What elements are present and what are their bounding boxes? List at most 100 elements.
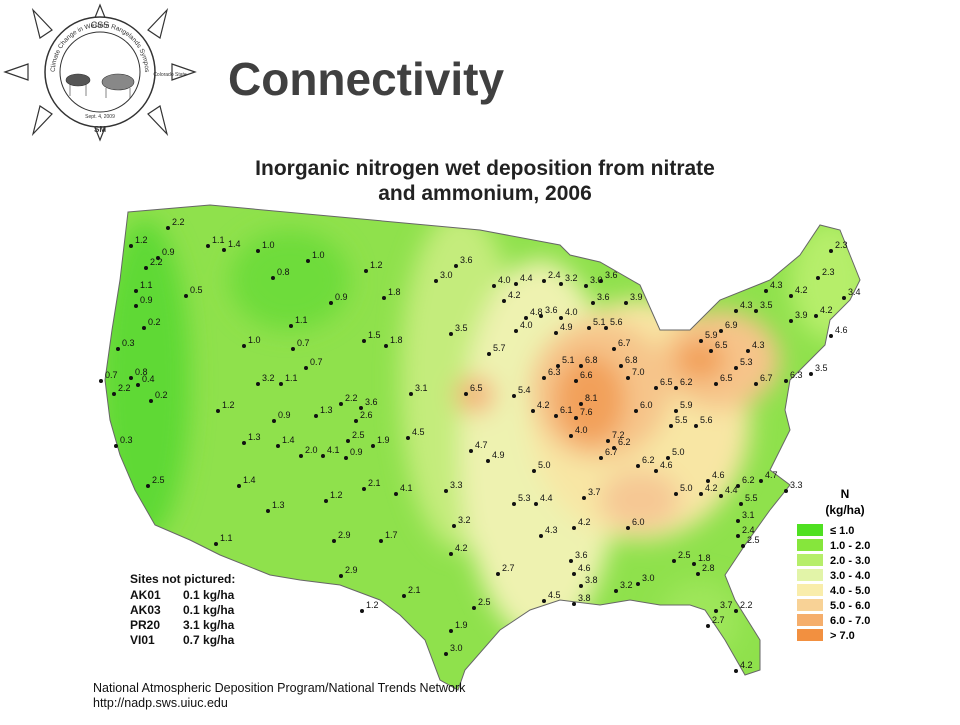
site-cell: AK03 bbox=[130, 603, 161, 617]
station-label: 1.8 bbox=[388, 287, 401, 297]
station-dot bbox=[512, 394, 516, 398]
station-label: 2.5 bbox=[747, 535, 760, 545]
station-label: 0.7 bbox=[105, 370, 118, 380]
station-dot bbox=[746, 349, 750, 353]
station-label: 1.1 bbox=[212, 235, 225, 245]
station-label: 1.2 bbox=[135, 235, 148, 245]
legend-unit: (kg/ha) bbox=[825, 503, 864, 517]
station-dot bbox=[409, 392, 413, 396]
station-dot bbox=[829, 249, 833, 253]
station-dot bbox=[306, 259, 310, 263]
station-dot bbox=[789, 294, 793, 298]
station-label: 3.0 bbox=[642, 573, 655, 583]
station-dot bbox=[706, 624, 710, 628]
station-dot bbox=[574, 416, 578, 420]
station-label: 1.0 bbox=[312, 250, 325, 260]
station-label: 4.6 bbox=[578, 563, 591, 573]
station-dot bbox=[559, 282, 563, 286]
station-label: 1.8 bbox=[390, 335, 403, 345]
station-label: 3.6 bbox=[460, 255, 473, 265]
station-dot bbox=[624, 301, 628, 305]
legend-swatch bbox=[797, 524, 823, 536]
station-dot bbox=[829, 334, 833, 338]
station-label: 4.2 bbox=[740, 660, 753, 670]
station-label: 1.1 bbox=[140, 280, 153, 290]
station-label: 2.2 bbox=[345, 393, 358, 403]
station-dot bbox=[709, 349, 713, 353]
station-dot bbox=[136, 383, 140, 387]
legend-label: 4.0 - 5.0 bbox=[830, 585, 870, 597]
legend-swatch bbox=[797, 599, 823, 611]
station-label: 4.6 bbox=[712, 470, 725, 480]
station-label: 4.4 bbox=[540, 493, 553, 503]
sites-not-pictured: Sites not pictured: AK01 0.1 kg/ha AK03 0.1… bbox=[130, 572, 235, 647]
station-label: 2.2 bbox=[172, 217, 185, 227]
station-label: 2.3 bbox=[822, 267, 835, 277]
station-label: 2.1 bbox=[368, 478, 381, 488]
station-dot bbox=[114, 444, 118, 448]
station-dot bbox=[314, 414, 318, 418]
station-label: 3.5 bbox=[815, 363, 828, 373]
station-label: 4.7 bbox=[765, 470, 778, 480]
station-label: 0.9 bbox=[278, 410, 291, 420]
station-dot bbox=[619, 364, 623, 368]
sites-header: Sites not pictured: bbox=[130, 572, 235, 586]
station-dot bbox=[714, 609, 718, 613]
station-label: 1.4 bbox=[282, 435, 295, 445]
station-dot bbox=[134, 304, 138, 308]
legend-label: 1.0 - 2.0 bbox=[830, 540, 870, 552]
station-label: 2.9 bbox=[338, 530, 351, 540]
station-label: 2.4 bbox=[742, 525, 755, 535]
station-label: 5.1 bbox=[593, 317, 606, 327]
station-label: 5.1 bbox=[562, 355, 575, 365]
station-label: 2.2 bbox=[118, 383, 131, 393]
station-dot bbox=[669, 424, 673, 428]
station-dot bbox=[556, 364, 560, 368]
station-label: 0.7 bbox=[310, 357, 323, 367]
station-dot bbox=[339, 402, 343, 406]
station-dot bbox=[606, 439, 610, 443]
station-dot bbox=[242, 344, 246, 348]
station-label: 7.0 bbox=[632, 367, 645, 377]
station-label: 4.0 bbox=[565, 307, 578, 317]
station-label: 5.3 bbox=[740, 357, 753, 367]
station-dot bbox=[324, 499, 328, 503]
station-dot bbox=[572, 526, 576, 530]
station-dot bbox=[654, 469, 658, 473]
station-dot bbox=[444, 489, 448, 493]
station-dot bbox=[444, 652, 448, 656]
station-dot bbox=[449, 332, 453, 336]
station-dot bbox=[362, 339, 366, 343]
station-label: 3.1 bbox=[742, 510, 755, 520]
station-label: 5.9 bbox=[680, 400, 693, 410]
station-label: 2.1 bbox=[408, 585, 421, 595]
station-label: 1.2 bbox=[222, 400, 235, 410]
station-label: 4.2 bbox=[795, 285, 808, 295]
station-dot bbox=[166, 226, 170, 230]
station-label: 4.2 bbox=[455, 543, 468, 553]
station-dot bbox=[736, 484, 740, 488]
station-dot bbox=[276, 444, 280, 448]
station-dot bbox=[759, 479, 763, 483]
station-label: 2.3 bbox=[835, 240, 848, 250]
footer-line: National Atmospheric Deposition Program/… bbox=[93, 681, 466, 695]
station-label: 3.2 bbox=[458, 515, 471, 525]
station-dot bbox=[487, 352, 491, 356]
station-label: 6.8 bbox=[585, 355, 598, 365]
station-label: 3.6 bbox=[597, 292, 610, 302]
station-label: 5.7 bbox=[493, 343, 506, 353]
station-dot bbox=[554, 414, 558, 418]
station-dot bbox=[672, 559, 676, 563]
station-label: 0.5 bbox=[190, 285, 203, 295]
station-dot bbox=[146, 484, 150, 488]
legend-swatch bbox=[797, 614, 823, 626]
station-label: 4.2 bbox=[578, 517, 591, 527]
station-dot bbox=[384, 344, 388, 348]
station-dot bbox=[382, 296, 386, 300]
map-title-line: and ammonium, 2006 bbox=[378, 182, 592, 205]
station-dot bbox=[321, 454, 325, 458]
station-label: 3.3 bbox=[450, 480, 463, 490]
footer-line: http://nadp.sws.uiuc.edu bbox=[93, 696, 228, 710]
station-label: 6.7 bbox=[760, 373, 773, 383]
station-dot bbox=[719, 494, 723, 498]
